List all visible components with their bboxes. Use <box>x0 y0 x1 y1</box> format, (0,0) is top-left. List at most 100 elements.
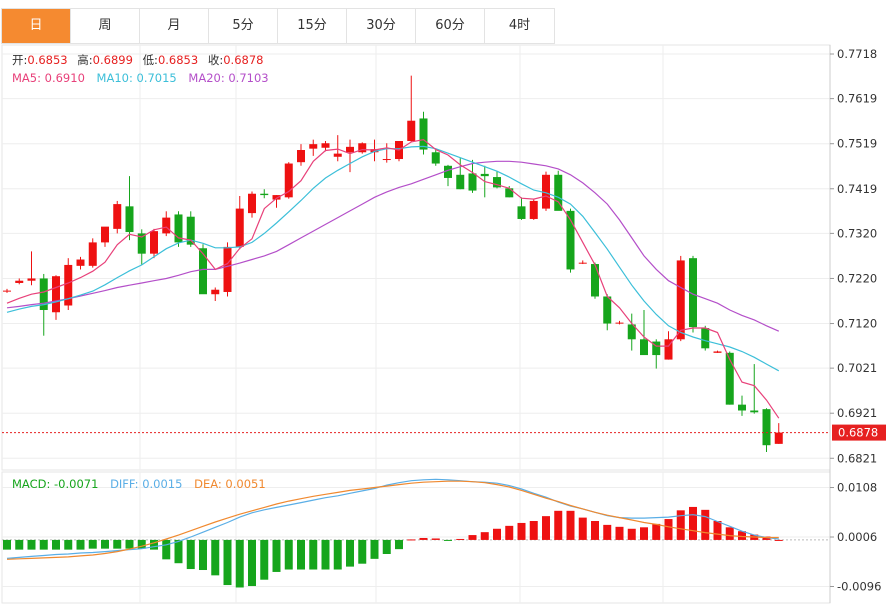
macd-bar <box>395 539 403 550</box>
macd-bar <box>137 539 146 549</box>
macd-bar <box>431 538 440 540</box>
macd-bar <box>15 539 24 550</box>
candle-body <box>738 404 746 411</box>
ma20-line <box>6 160 780 332</box>
candle-body <box>223 246 232 292</box>
macd-bar <box>284 539 293 570</box>
candle-body <box>358 143 367 153</box>
tab-4hour[interactable]: 4时 <box>485 9 554 43</box>
current-price-value: 0.6878 <box>838 426 878 440</box>
macd-bar <box>174 539 183 564</box>
price-tick-label: 0.7320 <box>837 226 877 240</box>
candle-body <box>101 226 109 243</box>
indicator-lines <box>6 138 780 560</box>
tab-day[interactable]: 日 <box>2 9 71 43</box>
macd-bar <box>113 539 122 549</box>
dea-line <box>6 480 779 560</box>
ma5-label: MA5: <box>12 71 45 85</box>
price-axis: 0.7718 0.7619 0.7519 0.7419 0.7320 0.7220 0.71… <box>2 45 881 603</box>
macd-bar <box>701 509 710 540</box>
candle-body <box>284 163 293 198</box>
macd-bar <box>150 539 158 550</box>
candle-body <box>76 259 85 266</box>
tab-month[interactable]: 月 <box>140 9 209 43</box>
macd-bar <box>774 539 783 541</box>
candle-body <box>137 233 146 254</box>
price-tick-label: 0.7419 <box>837 182 877 196</box>
candle-body <box>701 328 710 349</box>
macd-bar <box>505 525 514 540</box>
macd-bar <box>652 523 661 540</box>
candle-body <box>211 289 220 295</box>
macd-bar <box>493 528 501 540</box>
macd-bar <box>260 539 269 580</box>
close-value: 0.6878 <box>223 53 263 67</box>
diff-label: DIFF: <box>110 477 142 491</box>
candle-body <box>248 193 256 214</box>
ma20-value: 0.7103 <box>228 71 268 85</box>
macd-bar <box>689 506 697 540</box>
macd-bar <box>664 519 673 540</box>
open-value: 0.6853 <box>27 53 67 67</box>
close-label: 收: <box>208 53 223 67</box>
macd-histogram <box>2 506 830 588</box>
macd-bar <box>211 539 220 576</box>
candle-body <box>113 204 122 229</box>
macd-bar <box>542 516 550 540</box>
ma5-line <box>6 138 780 419</box>
macd-bar <box>591 521 599 540</box>
dea-value: 0.0051 <box>225 477 265 491</box>
macd-bar <box>199 539 207 571</box>
price-tick-label: 0.7120 <box>837 317 877 331</box>
price-tick-label: 0.6921 <box>837 406 877 420</box>
macd-bar <box>762 536 771 540</box>
macd-bar <box>517 522 526 540</box>
price-tick-label: 0.7718 <box>837 47 877 61</box>
candle-body <box>444 165 452 178</box>
macd-bar <box>272 539 281 572</box>
macd-bar <box>578 517 587 540</box>
ohlc-readout: 开:0.6853 高:0.6899 低:0.6853 收:0.6878 <box>12 53 263 67</box>
candle-body <box>591 264 599 297</box>
candle-body <box>676 260 685 340</box>
macd-bar <box>248 539 256 587</box>
ma10-value: 0.7015 <box>137 71 177 85</box>
candle-body <box>750 410 759 413</box>
macd-bar <box>529 521 538 540</box>
macd-bar <box>162 539 171 560</box>
macd-bar <box>615 526 624 540</box>
candle-body <box>382 159 391 161</box>
candle-body <box>297 150 305 163</box>
candle-body <box>407 120 416 141</box>
macd-bar <box>186 539 195 570</box>
candle-body <box>468 173 477 191</box>
macd-tick-label: -0.0096 <box>837 580 881 594</box>
tab-30min[interactable]: 30分 <box>347 9 416 43</box>
tab-week[interactable]: 周 <box>71 9 140 43</box>
candle-body <box>603 296 612 324</box>
candle-body <box>272 195 281 200</box>
macd-bar <box>603 524 612 540</box>
current-price-tag: 0.6878 <box>832 424 886 441</box>
macd-bar <box>738 531 746 540</box>
tab-60min[interactable]: 60分 <box>416 9 485 43</box>
candle-body <box>88 242 97 266</box>
macd-bar <box>358 539 367 564</box>
macd-readout: MACD: -0.0071 DIFF: 0.0015 DEA: 0.0051 <box>12 477 266 491</box>
macd-bar <box>88 539 97 549</box>
macd-bar <box>676 510 685 540</box>
tab-5min[interactable]: 5分 <box>209 9 278 43</box>
period-tabs: 日 周 月 5分 15分 30分 60分 4时 <box>1 8 555 44</box>
candle-body <box>774 432 783 444</box>
macd-bar <box>223 539 232 586</box>
macd-bar <box>480 532 489 540</box>
candle-body <box>517 206 526 219</box>
candle-body <box>333 153 342 157</box>
macd-bar <box>370 539 379 559</box>
candle-body <box>27 278 36 281</box>
price-tick-label: 0.7519 <box>837 137 877 151</box>
tab-15min[interactable]: 15分 <box>278 9 347 43</box>
macd-bar <box>407 539 416 541</box>
candle-body <box>689 258 697 328</box>
